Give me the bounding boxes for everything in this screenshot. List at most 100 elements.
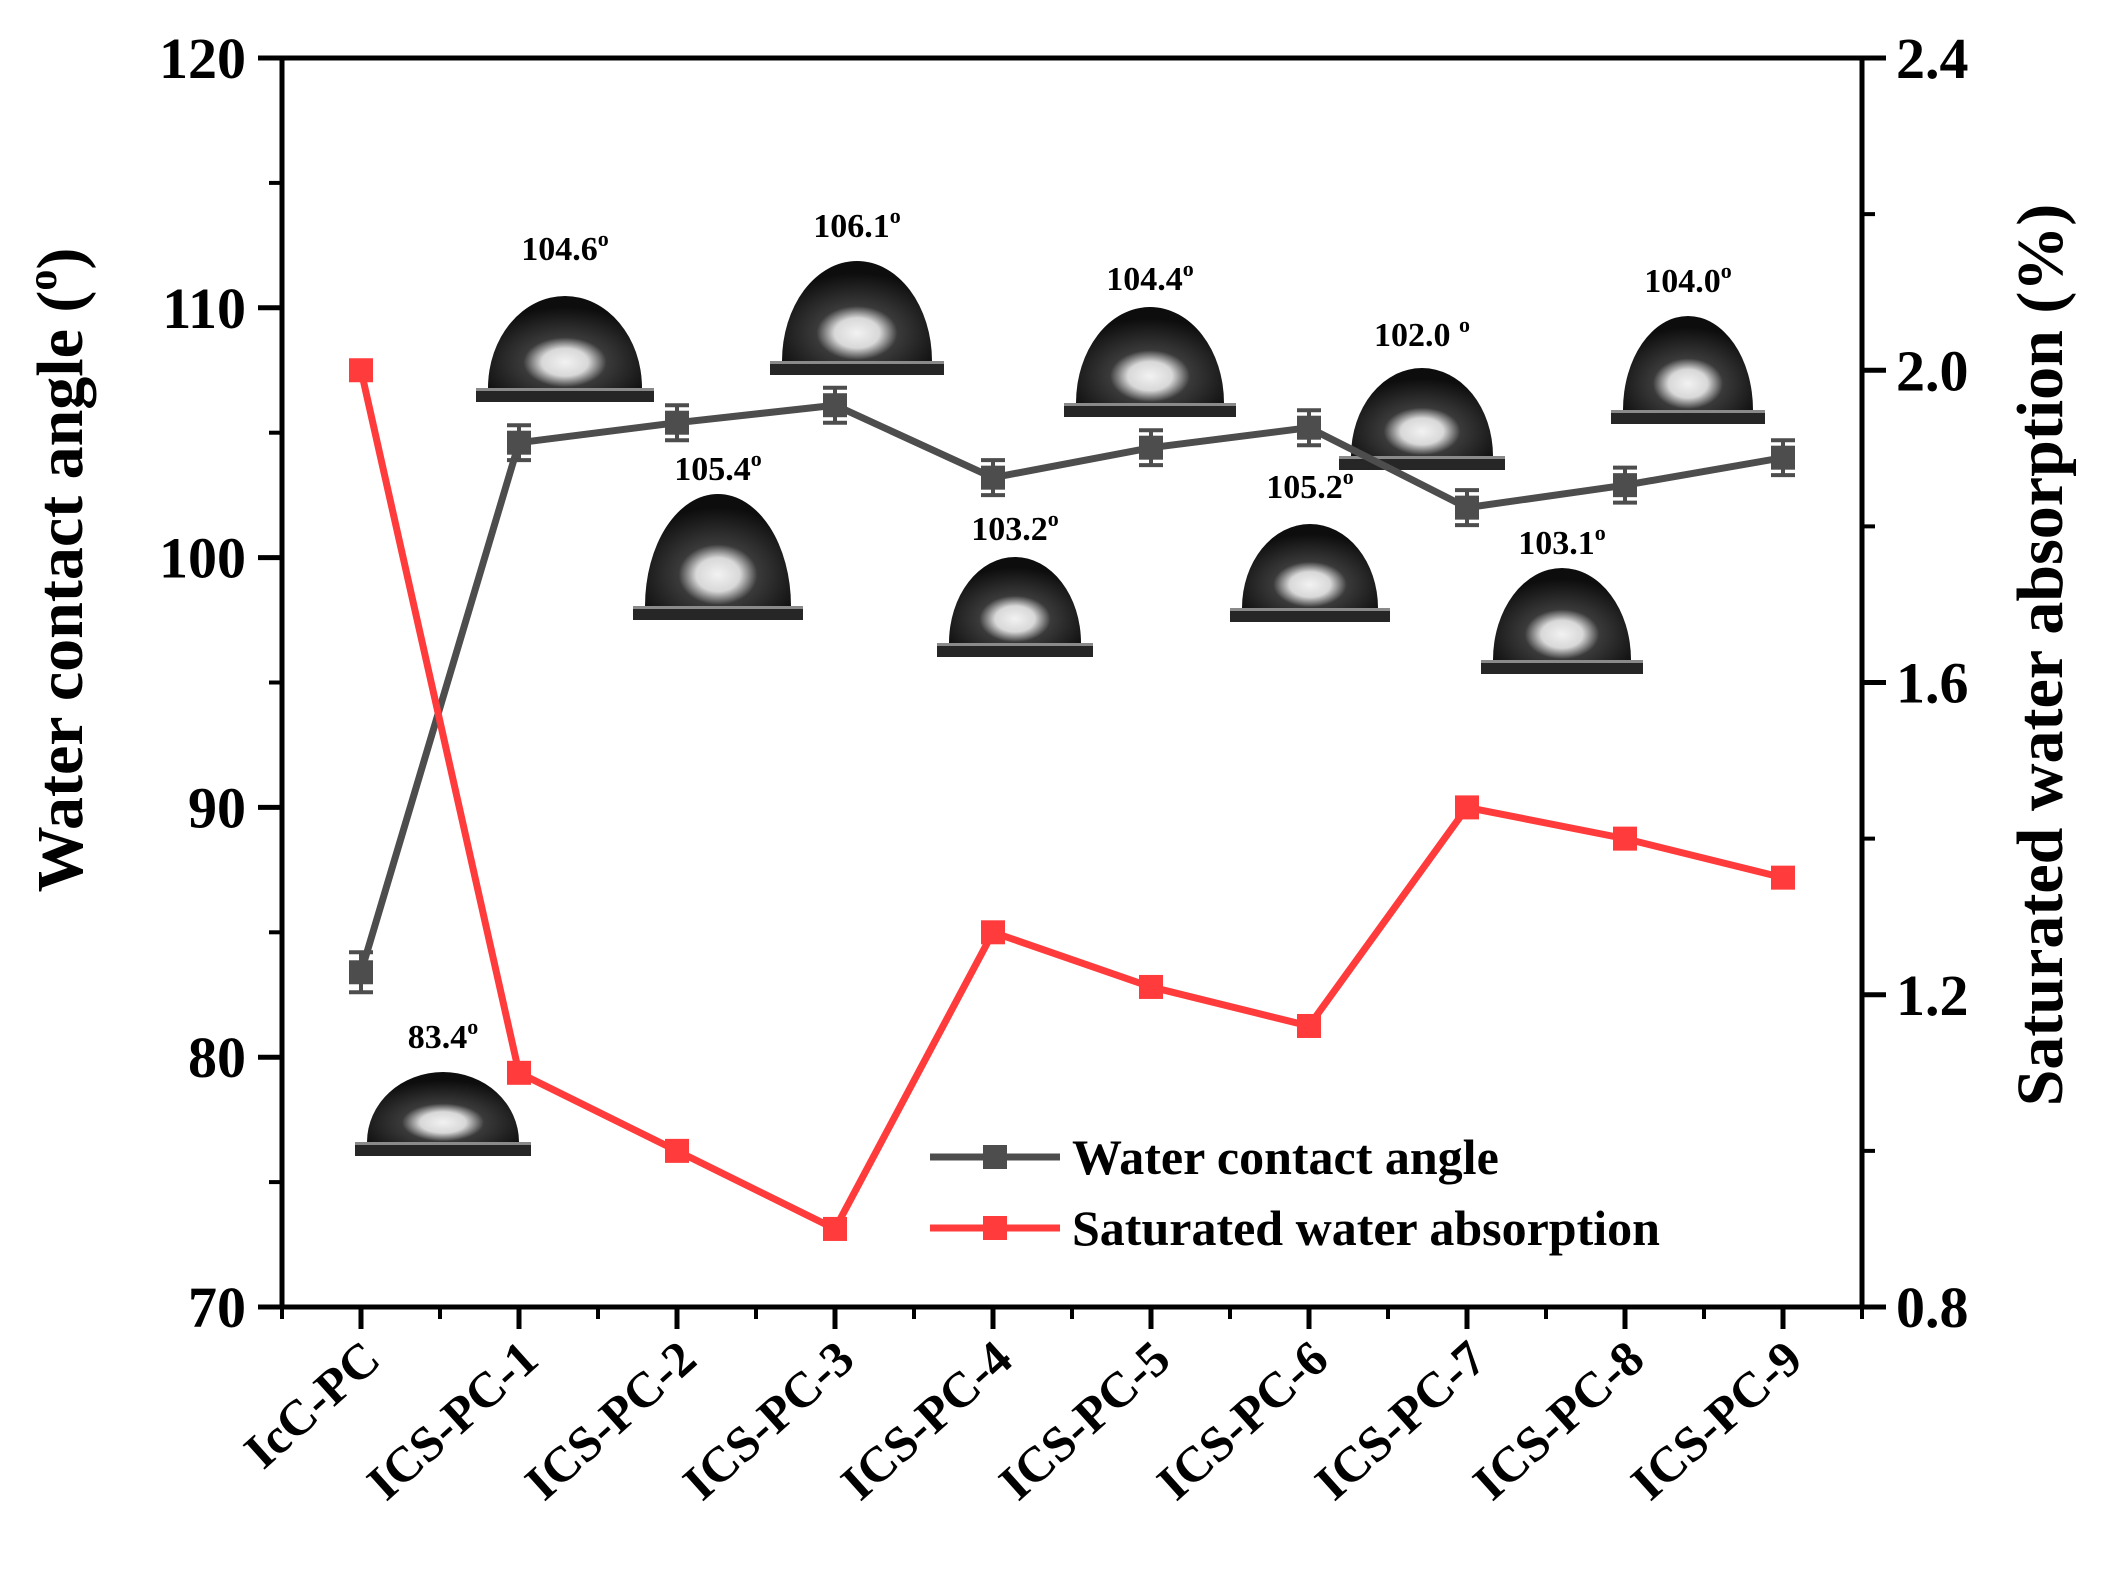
x-tick-label: ICS-PC-2 [514, 1330, 706, 1511]
droplet-image: 102.0 o [1339, 312, 1505, 470]
absorption-point [349, 358, 373, 383]
x-tick-label: ICS-PC-1 [356, 1330, 548, 1511]
droplet-angle-label: 104.0o [1644, 258, 1732, 300]
droplet-image: 105.2o [1230, 464, 1390, 622]
x-tick-label: ICS-PC-8 [1462, 1330, 1654, 1511]
droplet-shape [1351, 368, 1493, 456]
droplet-angle-label: 83.4o [408, 1014, 479, 1056]
droplet-substrate [633, 606, 803, 620]
droplet-image: 104.6o [476, 226, 654, 402]
x-tick-label: ICS-PC-7 [1304, 1330, 1496, 1511]
x-tick-label: IcC-PC [233, 1330, 390, 1479]
droplet-image: 103.2o [937, 506, 1093, 657]
angle-point [981, 465, 1005, 490]
x-tick-label: ICS-PC-5 [988, 1330, 1180, 1511]
angle-point [1455, 495, 1479, 520]
droplet-substrate [1481, 660, 1643, 674]
absorption-point [823, 1216, 847, 1241]
legend-item-saturated-water-absorption: Saturated water absorption [930, 1200, 1660, 1256]
droplet-substrate [476, 388, 654, 402]
droplet-shape [488, 296, 642, 388]
x-tick-label: ICS-PC-9 [1620, 1330, 1812, 1511]
left-tick-label: 110 [162, 276, 246, 341]
droplet-substrate [1230, 608, 1390, 622]
left-axis-title-degree: o [20, 270, 66, 291]
left-axis-title: Water contact angle (o) [20, 248, 97, 893]
droplet-substrate [1064, 403, 1236, 417]
x-tick-label: ICS-PC-3 [672, 1330, 864, 1511]
droplet-image: 104.0o [1611, 258, 1765, 424]
left-y-axis: 70 80 90 100 110 120 [159, 26, 282, 1340]
droplet-angle-label: 103.1o [1518, 520, 1606, 562]
droplet-shape [949, 557, 1081, 643]
angle-point [507, 430, 531, 455]
droplet-shape [1623, 316, 1753, 410]
droplet-angle-label: 105.4o [674, 446, 762, 488]
plot-frame [279, 55, 1865, 1310]
droplet-shape [367, 1072, 519, 1142]
angle-point [1613, 473, 1637, 498]
droplet-image: 106.1o [770, 203, 944, 375]
absorption-point [1455, 795, 1479, 820]
droplet-substrate-edge [770, 361, 944, 364]
droplet-image: 103.1o [1481, 520, 1643, 674]
left-tick-label: 100 [159, 526, 246, 591]
droplet-images: 83.4o 104.6o 105.4o 106.1o 103.2o 104.4o 105.2… [355, 203, 1765, 1156]
droplet-substrate-edge [937, 643, 1093, 646]
angle-point [1297, 415, 1321, 440]
droplet-substrate-edge [633, 606, 803, 609]
absorption-point [1297, 1013, 1321, 1038]
droplet-image: 105.4o [633, 446, 803, 620]
angle-point [823, 393, 847, 418]
absorption-line [357, 369, 1784, 1233]
left-axis-title-close: ) [24, 248, 97, 270]
left-axis-title-text: Water contact angle ( [24, 291, 97, 893]
absorption-point [1139, 974, 1163, 999]
droplet-substrate-edge [1230, 608, 1390, 611]
droplet-substrate-edge [1611, 410, 1765, 413]
droplet-angle-label: 104.4o [1106, 256, 1194, 298]
angle-point [665, 410, 689, 435]
series-water-contact-angle [349, 385, 1795, 995]
x-tick-label: ICS-PC-4 [830, 1330, 1022, 1511]
left-tick-label: 70 [188, 1275, 246, 1340]
droplet-substrate-edge [1064, 403, 1236, 406]
right-tick-label: 1.2 [1896, 963, 1969, 1028]
droplet-image: 104.4o [1064, 256, 1236, 417]
droplet-image: 83.4o [355, 1014, 531, 1156]
left-tick-label: 90 [188, 775, 246, 840]
angle-line [357, 401, 1784, 974]
angle-point [1771, 445, 1795, 470]
droplet-substrate [1611, 410, 1765, 424]
plot-border [279, 55, 1865, 1310]
x-tick-label: ICS-PC-6 [1146, 1330, 1338, 1511]
droplet-angle-label: 103.2o [971, 506, 1059, 548]
left-tick-label: 120 [159, 26, 246, 91]
droplet-angle-label: 106.1o [813, 203, 901, 245]
absorption-point [1613, 826, 1637, 851]
right-tick-label: 2.4 [1896, 26, 1969, 91]
droplet-angle-label: 105.2o [1266, 464, 1354, 506]
droplet-shape [1076, 307, 1224, 403]
droplet-shape [782, 261, 932, 361]
angle-point [349, 960, 373, 985]
legend: Water contact angle Saturated water absor… [930, 1129, 1660, 1256]
droplet-substrate [937, 643, 1093, 657]
left-tick-label: 80 [188, 1025, 246, 1090]
right-tick-label: 1.6 [1896, 651, 1969, 716]
absorption-point [981, 920, 1005, 945]
droplet-substrate-edge [1481, 660, 1643, 663]
droplet-shape [1493, 568, 1631, 660]
x-axis: IcC-PCICS-PC-1ICS-PC-2ICS-PC-3ICS-PC-4IC… [233, 1307, 1864, 1511]
series-saturated-water-absorption [349, 358, 1795, 1241]
legend-swatch-marker [983, 1145, 1007, 1169]
legend-label: Saturated water absorption [1072, 1200, 1660, 1256]
droplet-substrate-edge [1339, 456, 1505, 459]
right-axis-title: Saturated water absorption (%) [2004, 204, 2077, 1107]
absorption-point [665, 1138, 689, 1163]
droplet-substrate [770, 361, 944, 375]
droplet-shape [1242, 524, 1378, 608]
droplet-substrate-edge [355, 1142, 531, 1145]
right-tick-label: 0.8 [1896, 1275, 1969, 1340]
